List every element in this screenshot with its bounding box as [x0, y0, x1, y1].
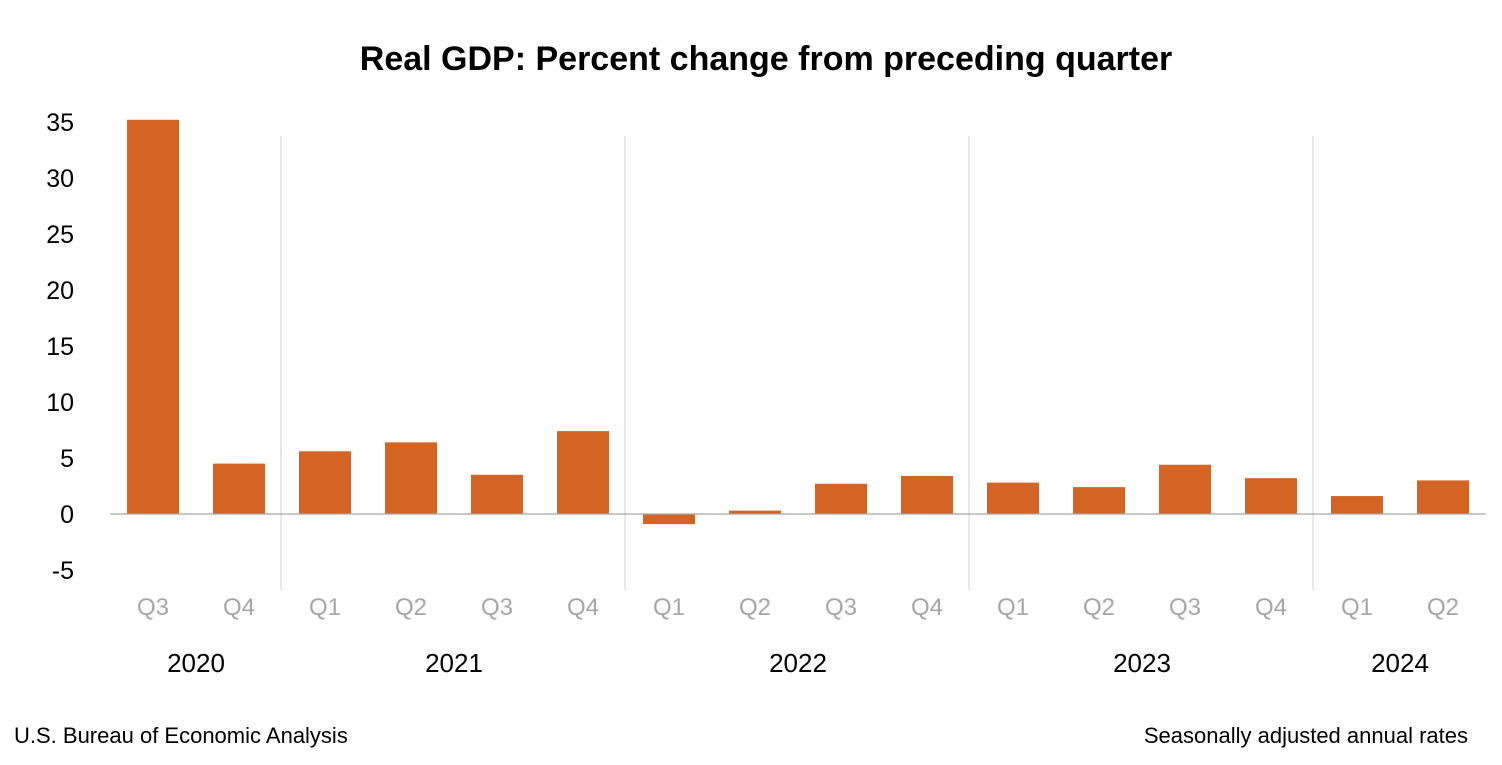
quarter-label: Q2: [1083, 594, 1115, 621]
source-note: U.S. Bureau of Economic Analysis: [14, 723, 348, 748]
y-tick-label: 10: [46, 389, 74, 417]
quarter-label: Q3: [1169, 594, 1201, 621]
chart-title: Real GDP: Percent change from preceding …: [360, 40, 1172, 78]
quarter-label: Q1: [653, 594, 685, 621]
y-ticks-group: 35 30 25 20 15 10 5 0 -5: [46, 109, 74, 585]
bar: [1159, 464, 1211, 514]
quarter-label: Q2: [1427, 594, 1459, 621]
bar: [643, 514, 695, 525]
bar: [901, 475, 953, 514]
year-label: 2023: [1113, 648, 1171, 678]
y-tick-label: 5: [60, 445, 74, 473]
year-label: 2022: [769, 648, 827, 678]
y-tick-label: 20: [46, 277, 74, 305]
rates-note: Seasonally adjusted annual rates: [1144, 723, 1468, 748]
quarter-labels-group: Q3 Q4 Q1 Q2 Q3 Q4 Q1 Q2 Q3 Q4 Q1 Q2 Q3 Q4 Q1 Q2: [137, 594, 1459, 621]
quarter-label: Q2: [739, 594, 771, 621]
bar: [815, 483, 867, 514]
y-tick-label: 15: [46, 333, 74, 361]
y-tick-label: 35: [46, 109, 74, 137]
quarter-label: Q4: [911, 594, 943, 621]
bar: [471, 474, 523, 514]
bar: [127, 119, 179, 514]
quarter-label: Q3: [481, 594, 513, 621]
quarter-label: Q1: [1341, 594, 1373, 621]
bar: [729, 510, 781, 514]
bar: [1073, 487, 1125, 514]
year-label: 2024: [1371, 648, 1429, 678]
quarter-label: Q4: [1255, 594, 1287, 621]
bar: [213, 463, 265, 514]
year-label: 2021: [425, 648, 483, 678]
bar: [1331, 496, 1383, 514]
bar: [987, 482, 1039, 514]
bar: [385, 442, 437, 514]
quarter-label: Q2: [395, 594, 427, 621]
y-tick-label: 25: [46, 221, 74, 249]
quarter-label: Q3: [825, 594, 857, 621]
y-tick-label: 30: [46, 165, 74, 193]
bars-group: [127, 119, 1469, 525]
bar: [299, 451, 351, 514]
quarter-label: Q1: [997, 594, 1029, 621]
y-tick-label: 0: [60, 501, 74, 529]
bar: [557, 431, 609, 514]
bar: [1417, 480, 1469, 514]
quarter-label: Q4: [567, 594, 599, 621]
year-separators: [280, 136, 1314, 590]
quarter-label: Q4: [223, 594, 255, 621]
year-label: 2020: [167, 648, 225, 678]
y-tick-label: -5: [52, 557, 74, 585]
bar: [1245, 478, 1297, 514]
year-labels-group: 2020 2021 2022 2023 2024: [167, 648, 1429, 678]
quarter-label: Q1: [309, 594, 341, 621]
quarter-label: Q3: [137, 594, 169, 621]
